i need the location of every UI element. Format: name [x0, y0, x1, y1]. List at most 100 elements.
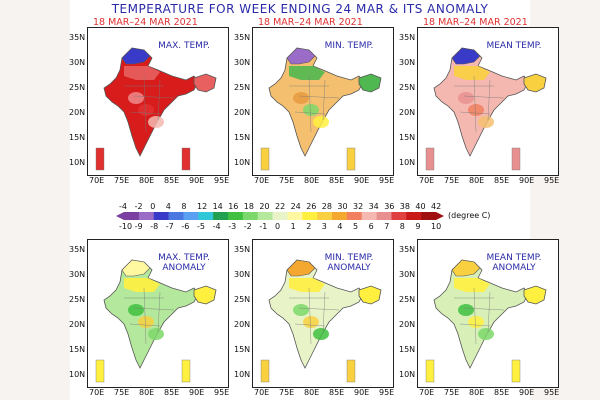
latitude-tick: 25N	[69, 295, 86, 304]
panel-title-line: ANOMALY	[327, 263, 371, 273]
colorbar-temp-tick: 30	[337, 202, 348, 211]
longitude-tick: 70E	[419, 388, 435, 397]
colorbar	[116, 212, 444, 222]
longitude-tick: 75E	[279, 176, 295, 185]
shaded-region	[138, 104, 154, 116]
longitude-tick: 75E	[444, 176, 460, 185]
latitude-tick: 20N	[69, 320, 86, 329]
panel-title: MIN. TEMP.	[314, 41, 384, 51]
colorbar-temp-tick: 16	[228, 202, 239, 211]
state-boundary	[463, 95, 505, 99]
andaman-nicobar-inset	[511, 147, 521, 171]
lakshadweep-inset	[260, 147, 270, 171]
latitude-tick: 30N	[69, 58, 86, 67]
panel-title: MIN. TEMP. ANOMALY	[314, 253, 384, 273]
colorbar-anomaly-tick: 3	[321, 222, 327, 231]
latitude-tick: 15N	[234, 133, 251, 142]
shaded-region	[293, 304, 309, 316]
latitude-tick: 20N	[234, 108, 251, 117]
colorbar-segment	[332, 212, 348, 220]
latitude-tick: 30N	[399, 270, 416, 279]
colorbar-anomaly-tick: -7	[165, 222, 174, 231]
shaded-region	[148, 328, 164, 340]
state-boundary	[322, 291, 326, 333]
longitude-tick: 85E	[494, 176, 510, 185]
shaded-region	[128, 304, 144, 316]
panel-title: MAX. TEMP.	[149, 41, 219, 51]
panel-title-line: MEAN TEMP.	[486, 253, 542, 263]
colorbar-temp-tick: 24	[290, 202, 301, 211]
colorbar-temp-tick: 4	[165, 202, 171, 211]
latitude-tick: 35N	[234, 245, 251, 254]
panel-title-line: MEAN TEMP.	[486, 41, 542, 51]
india-map	[260, 47, 382, 171]
northeast-region	[358, 285, 382, 305]
longitude-tick: 85E	[164, 388, 180, 397]
longitude-tick: 80E	[469, 388, 485, 397]
colorbar-anomaly-tick: 4	[337, 222, 343, 231]
state-boundary	[298, 307, 340, 311]
state-boundary	[308, 75, 312, 133]
latitude-tick: 20N	[69, 108, 86, 117]
india-mainland	[103, 259, 199, 369]
latitude-tick: 35N	[69, 33, 86, 42]
state-boundary	[129, 111, 161, 115]
state-boundary	[459, 111, 491, 115]
andaman-nicobar-inset	[181, 359, 191, 383]
longitude-tick: 70E	[254, 176, 270, 185]
latitude-tick: 25N	[399, 83, 416, 92]
colorbar-segment	[228, 212, 244, 220]
lakshadweep-inset	[95, 359, 105, 383]
colorbar-temp-tick: 18	[243, 202, 254, 211]
colorbar-anomaly-tick: -10	[119, 222, 133, 231]
india-map	[425, 259, 547, 383]
latitude-tick: 30N	[234, 58, 251, 67]
latitude-tick: 15N	[69, 345, 86, 354]
shaded-region	[293, 92, 309, 104]
colorbar-anomaly-tick: -6	[181, 222, 190, 231]
longitude-tick: 70E	[89, 176, 105, 185]
colorbar-segment	[406, 212, 422, 220]
longitude-tick: 90E	[519, 176, 535, 185]
panel-title-line: MAX. TEMP.	[158, 41, 210, 51]
shaded-region	[468, 104, 484, 116]
state-boundary	[294, 111, 326, 115]
longitude-tick: 95E	[214, 176, 230, 185]
latitude-tick: 20N	[234, 320, 251, 329]
lakshadweep-inset	[95, 147, 105, 171]
latitude-tick: 20N	[399, 320, 416, 329]
latitude-tick: 15N	[234, 345, 251, 354]
colorbar-unit: (degree C)	[448, 211, 491, 220]
longitude-tick: 70E	[89, 388, 105, 397]
state-boundary	[157, 79, 161, 121]
colorbar-anomaly-tick: -8	[150, 222, 159, 231]
colorbar-temp-tick: 12	[197, 202, 208, 211]
latitude-tick: 25N	[234, 83, 251, 92]
shaded-region	[128, 92, 144, 104]
colorbar-anomaly-tick: 6	[368, 222, 374, 231]
colorbar-anomaly-tick: -9	[134, 222, 143, 231]
colorbar-anomaly-tick: 10	[431, 222, 442, 231]
colorbar-anomaly-tick: 2	[306, 222, 312, 231]
longitude-tick: 95E	[544, 388, 560, 397]
shaded-region	[138, 316, 154, 328]
northwest-region	[289, 278, 325, 292]
india-mainland	[268, 259, 364, 369]
state-boundary	[133, 307, 175, 311]
state-boundary	[133, 95, 175, 99]
longitude-tick: 85E	[329, 388, 345, 397]
colorbar-segment	[346, 212, 363, 220]
shaded-region	[458, 304, 474, 316]
longitude-tick: 85E	[329, 176, 345, 185]
colorbar-temp-tick: 14	[212, 202, 223, 211]
state-boundary	[473, 287, 477, 345]
latitude-tick: 30N	[234, 270, 251, 279]
latitude-tick: 10N	[399, 370, 416, 379]
latitude-tick: 25N	[69, 83, 86, 92]
andaman-nicobar-inset	[346, 147, 356, 171]
northeast-region	[358, 73, 382, 93]
colorbar-segment	[272, 212, 288, 220]
colorbar-segment	[421, 212, 437, 220]
colorbar-temp-tick: 38	[399, 202, 410, 211]
longitude-tick: 70E	[419, 176, 435, 185]
